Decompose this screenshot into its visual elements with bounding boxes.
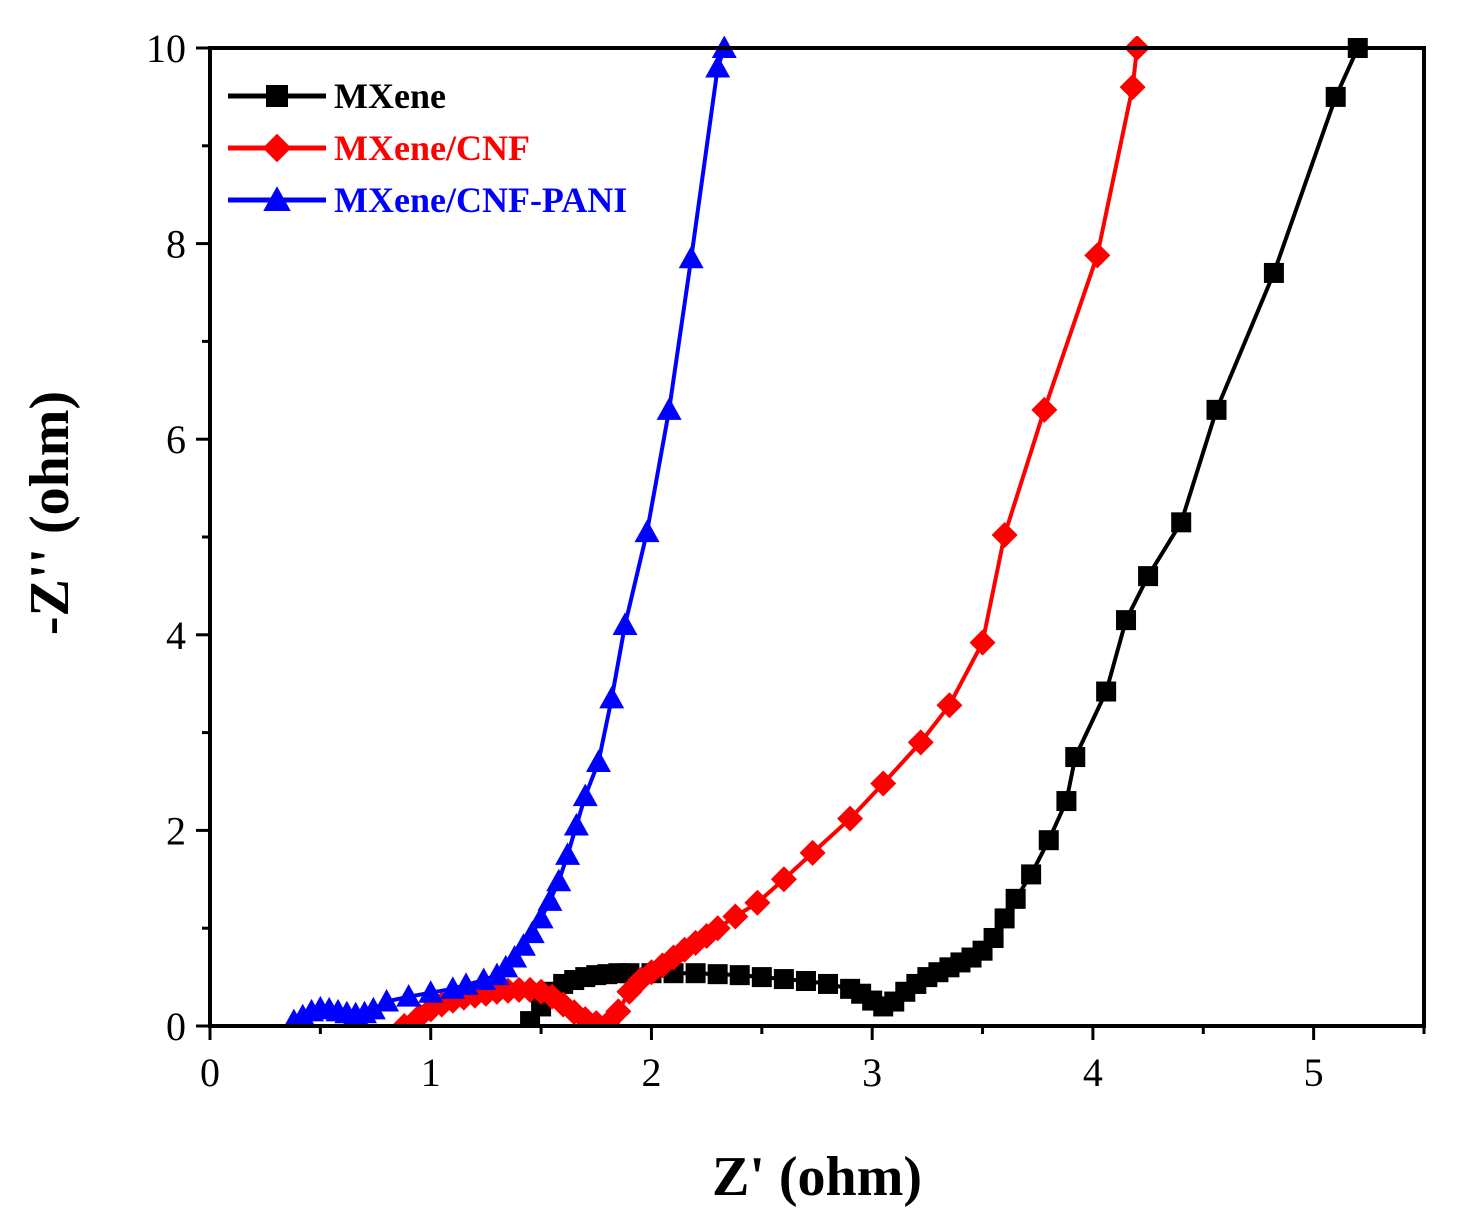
data-point: [969, 629, 996, 656]
data-point: [936, 692, 963, 719]
data-point: [751, 967, 772, 988]
data-point: [1096, 681, 1117, 702]
data-point: [744, 889, 771, 916]
data-point: [773, 969, 794, 990]
data-point: [1056, 791, 1077, 812]
y-tick-label: 8: [166, 222, 186, 267]
data-point: [870, 770, 897, 797]
data-point: [707, 964, 728, 985]
data-point: [502, 945, 528, 968]
series-mxene-cnf-pani: [284, 36, 737, 1026]
data-point: [519, 920, 545, 944]
data-point: [594, 1011, 621, 1026]
data-point: [537, 888, 563, 911]
data-point: [818, 973, 839, 994]
legend-label: MXene/CNF-PANI: [334, 180, 627, 220]
y-tick-label: 0: [166, 1004, 186, 1049]
data-point: [563, 813, 589, 836]
legend-item: MXene/CNF-PANI: [228, 180, 627, 220]
series-mxene-cnf: [391, 36, 1151, 1026]
data-point: [1065, 747, 1086, 768]
data-point: [605, 998, 632, 1025]
data-point: [705, 55, 731, 78]
data-point: [983, 927, 1004, 948]
series-mxene: [520, 38, 1368, 1026]
y-axis-title: -Z'' (ohm): [19, 391, 81, 635]
data-point: [510, 933, 536, 956]
data-point: [555, 842, 581, 865]
data-point: [1206, 399, 1227, 420]
data-point: [634, 519, 660, 543]
legend-marker: [262, 133, 292, 163]
legend: MXene MXene/CNF MXene/CNF-PANI: [228, 76, 627, 220]
data-point: [391, 1013, 418, 1026]
data-point: [528, 905, 554, 929]
data-point: [1005, 888, 1026, 909]
data-point: [729, 965, 750, 986]
data-point: [396, 984, 422, 1007]
data-point: [685, 963, 706, 984]
data-point: [678, 245, 704, 269]
x-tick-label: 5: [1304, 1050, 1324, 1095]
data-point: [360, 996, 386, 1020]
data-point: [1038, 830, 1059, 851]
data-point: [656, 397, 682, 420]
x-axis-title: Z' (ohm): [712, 1146, 922, 1208]
x-tick-label: 4: [1083, 1050, 1103, 1095]
y-tick-label: 10: [146, 26, 186, 71]
data-point: [572, 783, 598, 807]
x-tick-label: 3: [862, 1050, 882, 1095]
data-point: [1138, 566, 1159, 587]
x-tick-label: 1: [421, 1050, 441, 1095]
data-point: [1116, 610, 1137, 631]
data-point: [1263, 262, 1284, 283]
data-point: [1325, 86, 1346, 107]
data-point: [585, 749, 611, 772]
data-point: [1171, 512, 1192, 533]
x-tick-label: 0: [200, 1050, 220, 1095]
data-point: [991, 522, 1018, 549]
y-tick-label: 6: [166, 417, 186, 462]
legend-item: MXene/CNF: [228, 128, 530, 168]
data-point: [418, 980, 444, 1003]
legend-label: MXene: [334, 76, 446, 116]
data-point: [799, 839, 826, 866]
data-point: [837, 805, 864, 832]
y-tick-label: 4: [166, 613, 186, 658]
data-point: [1031, 396, 1058, 423]
data-point: [546, 868, 572, 892]
legend-label: MXene/CNF: [334, 128, 530, 168]
data-point: [1021, 864, 1042, 885]
legend-marker: [266, 85, 288, 107]
data-point: [722, 903, 749, 930]
data-point: [704, 915, 731, 942]
data-point: [374, 989, 400, 1012]
legend-marker: [263, 186, 291, 211]
data-point: [1084, 242, 1111, 269]
axes: 0 1 2 3 4 5 0 2 4 6 8 10: [146, 26, 1426, 1095]
data-point: [994, 908, 1015, 929]
data-point: [599, 685, 625, 709]
plot-area: [284, 36, 1368, 1026]
data-point: [406, 1003, 433, 1026]
data-point: [612, 612, 638, 636]
x-tick-label: 2: [641, 1050, 661, 1095]
data-point: [907, 729, 934, 756]
legend-item: MXene: [228, 76, 446, 116]
y-tick-label: 2: [166, 808, 186, 853]
data-point: [770, 866, 797, 893]
data-point: [1119, 74, 1146, 101]
data-point: [795, 971, 816, 992]
